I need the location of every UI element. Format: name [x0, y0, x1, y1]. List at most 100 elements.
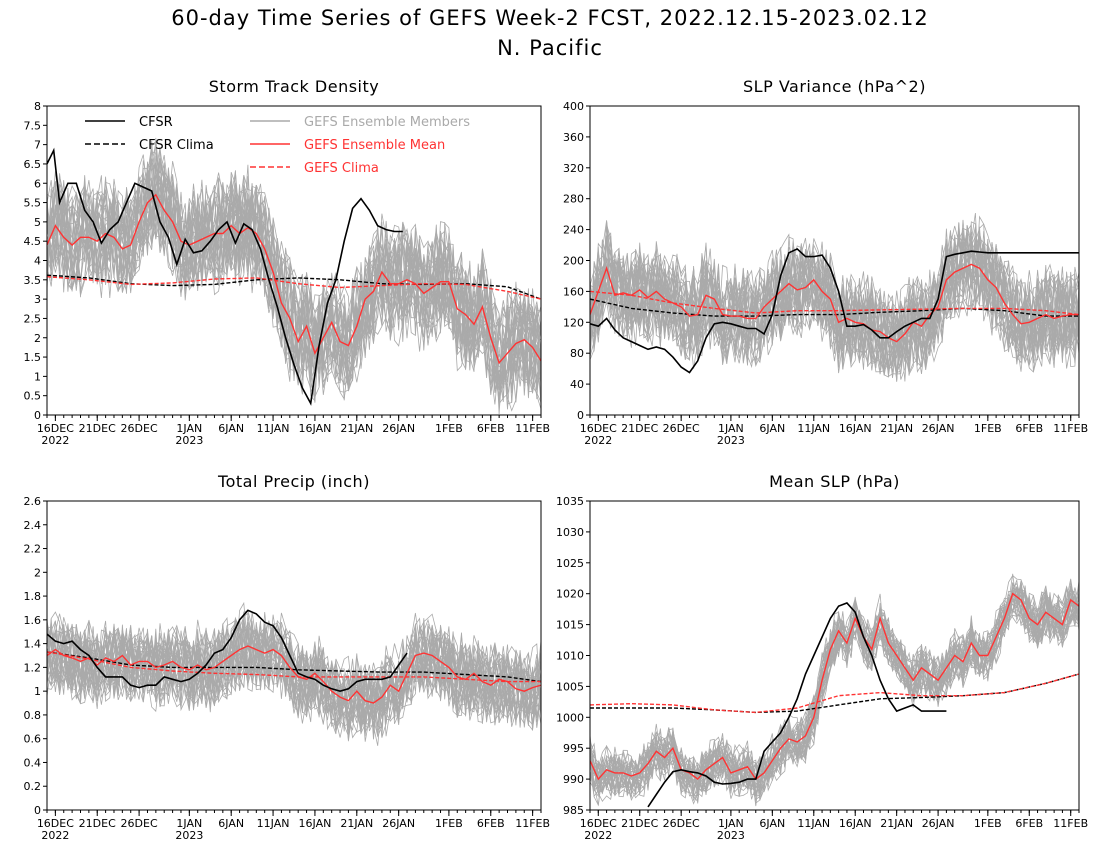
y-tick-label: 200 — [563, 255, 584, 268]
x-tick-label: 16DEC — [580, 422, 617, 435]
y-tick-label: 240 — [563, 224, 584, 237]
y-tick-label: 6 — [34, 177, 41, 190]
x-tick-label: 16DEC — [37, 422, 74, 435]
x-tick-label: 21DEC — [621, 422, 658, 435]
y-tick-label: 3.5 — [24, 274, 42, 287]
series-line-clima-gefs — [590, 290, 1079, 316]
y-tick-label: 1 — [34, 685, 41, 698]
x-tick-label: 26JAN — [382, 422, 415, 435]
y-tick-label: 0 — [34, 409, 41, 422]
y-tick-label: 1025 — [556, 557, 584, 570]
panel-1: 00.511.522.533.544.555.566.577.5816DEC20… — [24, 77, 551, 447]
x-tick-label: 1FEB — [435, 422, 463, 435]
plot-area — [47, 601, 541, 746]
ensemble-members — [590, 212, 1079, 382]
y-tick-label: 6.5 — [24, 158, 42, 171]
x-tick-label: 1JAN — [718, 422, 744, 435]
y-tick-label: 2.2 — [24, 543, 42, 556]
plot-area — [47, 137, 541, 415]
y-tick-label: 1.5 — [24, 351, 42, 364]
x-tick-year-label: 2022 — [41, 434, 69, 447]
y-tick-label: 2.5 — [24, 312, 42, 325]
x-tick-label: 6FEB — [477, 817, 505, 830]
y-tick-label: 990 — [563, 773, 584, 786]
y-tick-label: 280 — [563, 193, 584, 206]
y-tick-label: 7 — [34, 139, 41, 152]
series-line-mean — [590, 592, 1079, 781]
x-tick-label: 26JAN — [922, 817, 955, 830]
y-tick-label: 2.4 — [24, 519, 42, 532]
x-tick-year-label: 2022 — [584, 829, 612, 842]
x-tick-label: 26JAN — [382, 817, 415, 830]
series-line-clima-obs — [590, 673, 1079, 714]
x-tick-label: 11JAN — [797, 422, 830, 435]
x-tick-label: 21JAN — [880, 422, 913, 435]
x-tick-label: 11JAN — [797, 817, 830, 830]
y-tick-label: 0.4 — [24, 756, 42, 769]
y-tick-label: 1.2 — [24, 661, 42, 674]
x-tick-label: 16JAN — [839, 422, 872, 435]
y-tick-label: 1015 — [556, 619, 584, 632]
y-tick-label: 995 — [563, 742, 584, 755]
x-tick-year-label: 2023 — [175, 829, 203, 842]
y-tick-label: 0.6 — [24, 733, 42, 746]
series-line-observed — [47, 609, 408, 693]
x-tick-label: 6FEB — [1015, 817, 1043, 830]
figure-subtitle: N. Pacific — [497, 36, 603, 60]
x-tick-year-label: 2023 — [717, 434, 745, 447]
y-tick-label: 120 — [563, 316, 584, 329]
y-tick-label: 1000 — [556, 711, 584, 724]
y-tick-label: 0.8 — [24, 709, 42, 722]
ensemble-member-line — [47, 613, 541, 726]
y-tick-label: 2.6 — [24, 495, 42, 508]
legend-label: CFSR — [139, 115, 173, 130]
x-tick-year-label: 2023 — [175, 434, 203, 447]
x-tick-label: 16JAN — [839, 817, 872, 830]
x-tick-label: 6JAN — [218, 817, 244, 830]
panel-title: Mean SLP (hPa) — [769, 472, 900, 491]
y-tick-label: 160 — [563, 285, 584, 298]
y-tick-label: 80 — [570, 347, 584, 360]
x-tick-label: 26JAN — [922, 422, 955, 435]
y-tick-label: 1.4 — [24, 638, 42, 651]
y-tick-label: 0.5 — [24, 390, 42, 403]
x-tick-label: 1JAN — [718, 817, 744, 830]
x-tick-label: 11FEB — [515, 422, 550, 435]
x-tick-label: 1JAN — [176, 817, 202, 830]
x-tick-label: 1FEB — [974, 817, 1002, 830]
series-line-clima-gefs — [47, 276, 541, 300]
ensemble-member-line — [590, 221, 1079, 362]
x-tick-label: 26DEC — [663, 422, 700, 435]
plot-frame — [46, 500, 542, 811]
y-tick-label: 40 — [570, 378, 584, 391]
x-tick-label: 21DEC — [621, 817, 658, 830]
x-tick-label: 6FEB — [1015, 422, 1043, 435]
x-tick-label: 16JAN — [299, 817, 332, 830]
series-line-observed — [47, 147, 403, 406]
y-tick-label: 2 — [34, 332, 41, 345]
y-tick-label: 3 — [34, 293, 41, 306]
legend-label: GEFS Ensemble Members — [304, 115, 470, 130]
x-tick-year-label: 2022 — [584, 434, 612, 447]
y-tick-label: 1.6 — [24, 614, 42, 627]
y-tick-label: 1005 — [556, 680, 584, 693]
ensemble-member-line — [590, 582, 1079, 794]
series-line-clima-obs — [590, 298, 1079, 317]
x-tick-label: 11FEB — [1053, 422, 1088, 435]
ensemble-member-line — [47, 171, 541, 403]
x-tick-label: 21DEC — [79, 817, 116, 830]
series-line-clima-gefs — [590, 673, 1079, 714]
ensemble-member-line — [590, 585, 1079, 798]
panel-3: 0 0.2 0.4 0.6 0.8 1 1.2 1.4 1.6 1.8 2 2.2 2.4 2.6 16DE… — [24, 472, 551, 842]
panel-title: SLP Variance (hPa^2) — [743, 77, 926, 96]
y-tick-label: 1010 — [556, 650, 584, 663]
ensemble-member-line — [590, 591, 1079, 798]
series-line-mean — [47, 645, 541, 704]
y-tick-label: 2 — [34, 566, 41, 579]
series-line-observed — [647, 602, 947, 808]
x-tick-label: 6JAN — [759, 817, 785, 830]
legend-label: GEFS Clima — [304, 161, 379, 176]
x-tick-label: 11FEB — [1053, 817, 1088, 830]
x-tick-label: 1FEB — [435, 817, 463, 830]
ensemble-member-line — [47, 626, 541, 738]
